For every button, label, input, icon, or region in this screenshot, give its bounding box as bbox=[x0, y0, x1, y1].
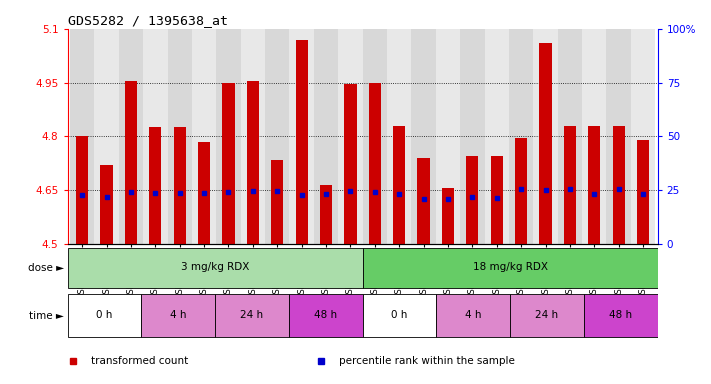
Bar bbox=[215, 294, 289, 338]
Bar bbox=[141, 294, 215, 338]
Bar bbox=[68, 294, 141, 338]
Text: 24 h: 24 h bbox=[240, 310, 264, 320]
Text: percentile rank within the sample: percentile rank within the sample bbox=[339, 356, 515, 366]
Bar bbox=[363, 294, 437, 338]
Bar bbox=[412, 29, 436, 244]
Bar bbox=[70, 29, 95, 244]
Bar bbox=[100, 165, 112, 244]
Bar bbox=[613, 126, 625, 244]
Bar bbox=[387, 29, 412, 244]
Bar bbox=[76, 136, 88, 244]
Bar bbox=[119, 29, 143, 244]
Bar bbox=[491, 156, 503, 244]
Bar bbox=[314, 29, 338, 244]
Bar bbox=[296, 40, 308, 244]
Bar bbox=[143, 29, 168, 244]
Bar bbox=[363, 248, 658, 288]
Text: 0 h: 0 h bbox=[96, 310, 112, 320]
Bar bbox=[173, 127, 186, 244]
Bar bbox=[247, 81, 259, 244]
Bar bbox=[510, 294, 584, 338]
Bar bbox=[588, 126, 600, 244]
Bar bbox=[95, 29, 119, 244]
Bar bbox=[533, 29, 557, 244]
Bar bbox=[320, 185, 332, 244]
Bar bbox=[557, 29, 582, 244]
Text: 3 mg/kg RDX: 3 mg/kg RDX bbox=[181, 262, 250, 272]
Bar bbox=[582, 29, 606, 244]
Text: GDS5282 / 1395638_at: GDS5282 / 1395638_at bbox=[68, 14, 228, 27]
Bar bbox=[460, 29, 484, 244]
Text: dose ►: dose ► bbox=[28, 263, 64, 273]
Bar bbox=[289, 29, 314, 244]
Text: transformed count: transformed count bbox=[91, 356, 188, 366]
Bar bbox=[198, 142, 210, 244]
Bar bbox=[271, 160, 284, 244]
Text: 4 h: 4 h bbox=[465, 310, 481, 320]
Bar bbox=[584, 294, 658, 338]
Bar bbox=[540, 43, 552, 244]
Bar bbox=[68, 248, 363, 288]
Bar bbox=[344, 84, 356, 244]
Bar bbox=[417, 158, 429, 244]
Bar bbox=[338, 29, 363, 244]
Bar bbox=[637, 140, 649, 244]
Text: 48 h: 48 h bbox=[314, 310, 337, 320]
Bar bbox=[223, 83, 235, 244]
Bar bbox=[393, 126, 405, 244]
Bar bbox=[369, 83, 381, 244]
Bar bbox=[289, 294, 363, 338]
Bar bbox=[509, 29, 533, 244]
Bar bbox=[484, 29, 509, 244]
Bar bbox=[168, 29, 192, 244]
Bar bbox=[149, 127, 161, 244]
Bar bbox=[241, 29, 265, 244]
Bar bbox=[363, 29, 387, 244]
Bar bbox=[564, 126, 576, 244]
Text: 4 h: 4 h bbox=[170, 310, 186, 320]
Bar bbox=[265, 29, 289, 244]
Text: 24 h: 24 h bbox=[535, 310, 559, 320]
Bar bbox=[606, 29, 631, 244]
Text: time ►: time ► bbox=[29, 311, 64, 321]
Bar bbox=[216, 29, 241, 244]
Bar bbox=[631, 29, 656, 244]
Bar bbox=[192, 29, 216, 244]
Bar bbox=[442, 188, 454, 244]
Text: 18 mg/kg RDX: 18 mg/kg RDX bbox=[473, 262, 547, 272]
Bar bbox=[466, 156, 479, 244]
Text: 48 h: 48 h bbox=[609, 310, 632, 320]
Bar bbox=[437, 294, 510, 338]
Bar bbox=[436, 29, 460, 244]
Text: 0 h: 0 h bbox=[391, 310, 407, 320]
Bar bbox=[515, 138, 528, 244]
Bar bbox=[125, 81, 137, 244]
